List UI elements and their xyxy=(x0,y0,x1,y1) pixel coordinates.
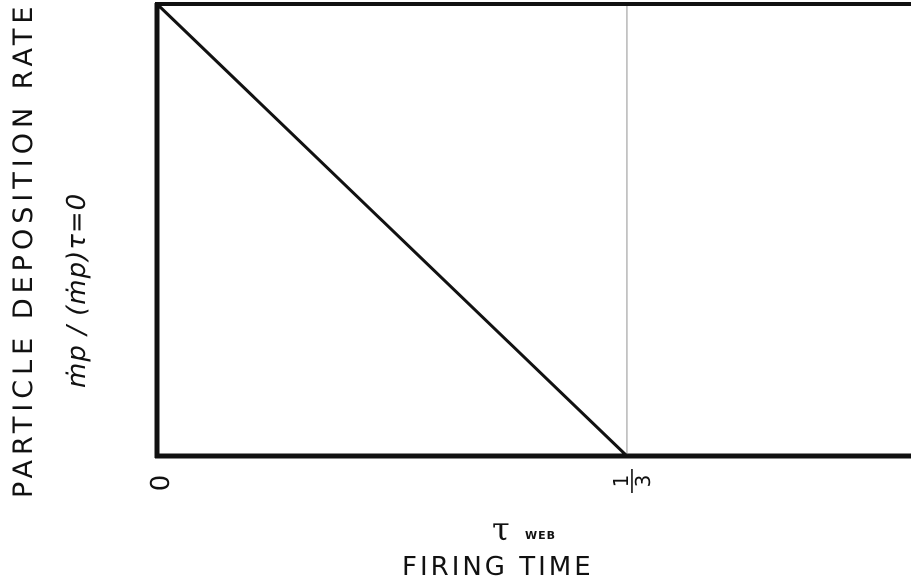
x-axis-symbol: τ xyxy=(492,510,510,548)
vertical-gridlines xyxy=(626,6,628,456)
x-tick-2: 13 xyxy=(609,469,655,493)
plot-frame xyxy=(154,2,911,459)
data-point-2 xyxy=(626,455,628,457)
data-point-1 xyxy=(156,3,158,5)
x-tick-label: 0 xyxy=(146,475,176,492)
x-tick-numerator: 1 xyxy=(609,475,633,488)
y-axis-label: PARTICLE DEPOSITION RATE xyxy=(8,1,39,498)
series-layer xyxy=(155,2,911,458)
x-axis-symbol-subscript: WEB xyxy=(525,529,557,542)
y-axis-expression: ṁp / (ṁp)τ=0 xyxy=(62,192,92,388)
x-tick-1: 0 xyxy=(146,475,176,492)
x-tick-labels: 01323 xyxy=(146,469,655,493)
x-tick-denominator: 3 xyxy=(631,475,655,488)
series-line-1 xyxy=(155,2,911,458)
x-axis-label: FIRING TIME xyxy=(402,552,594,582)
